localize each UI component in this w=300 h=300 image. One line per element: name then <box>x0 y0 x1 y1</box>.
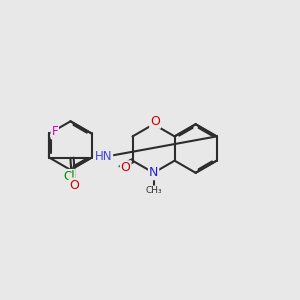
Text: F: F <box>52 125 58 139</box>
Text: Cl: Cl <box>63 170 75 183</box>
Text: HN: HN <box>95 150 112 163</box>
Text: O: O <box>150 115 160 128</box>
Text: CH₃: CH₃ <box>145 186 162 195</box>
Text: O: O <box>69 178 79 191</box>
Text: O: O <box>121 161 130 174</box>
Text: N: N <box>149 166 158 179</box>
